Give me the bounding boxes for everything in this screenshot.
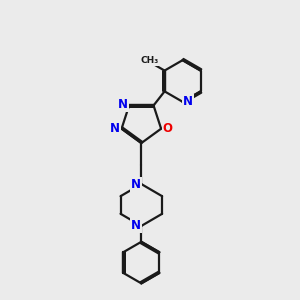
Text: N: N: [183, 95, 193, 108]
Text: CH₃: CH₃: [140, 56, 158, 65]
Text: N: N: [131, 219, 141, 232]
Text: N: N: [131, 178, 141, 190]
Text: O: O: [163, 122, 172, 135]
Text: N: N: [110, 122, 120, 135]
Text: N: N: [118, 98, 128, 111]
